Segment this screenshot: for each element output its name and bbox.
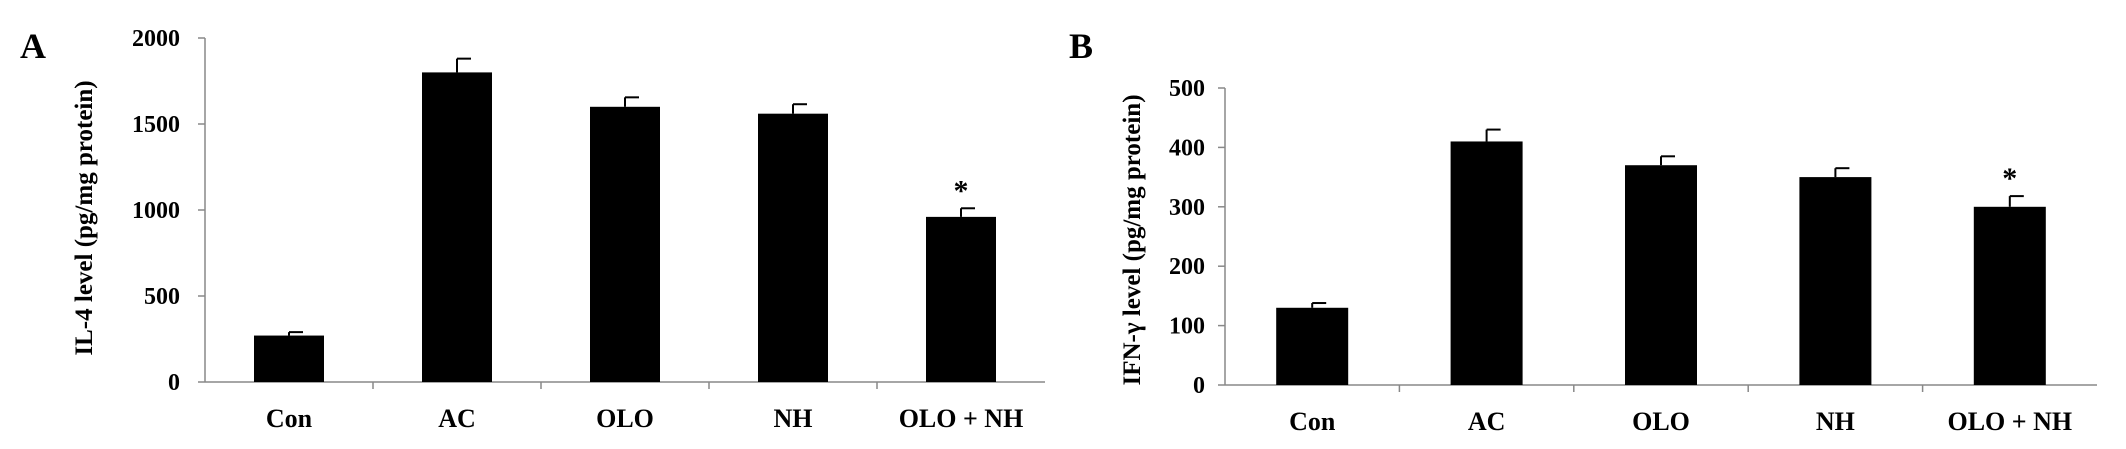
panel-a-bar [758, 113, 828, 383]
panel-a-y-tick-label: 500 [144, 284, 180, 310]
panel-b-bars: * [1276, 128, 2046, 385]
panel-b-x-tick-label: OLO [1632, 407, 1690, 436]
panel-b-y-tick-label: 100 [1169, 314, 1205, 340]
panel-b-bar [1450, 141, 1523, 385]
panel-b-y-tick-label: 400 [1169, 135, 1205, 161]
panel-b-y-tick-label: 200 [1169, 254, 1205, 280]
panel-b-bar [1276, 307, 1349, 385]
panel-a-y-tick-label: 1500 [132, 112, 180, 138]
panel-b-x-labels: Con AC OLO NH OLO + NH [1289, 407, 2072, 436]
panel-b-bar [1799, 177, 1872, 385]
panel-b-bar [1625, 165, 1697, 385]
panel-a-y-tick-label: 1000 [132, 198, 180, 224]
panel-b-letter: B [1069, 26, 1093, 66]
panel-a-bar [422, 72, 492, 383]
panel-a-letter: A [20, 26, 46, 66]
panel-b-x-tick-label: Con [1289, 407, 1336, 436]
panel-b-significance-mark: * [2002, 162, 2017, 195]
panel-b-y-tick-label: 0 [1193, 373, 1205, 399]
panel-b-y-tick-label: 500 [1169, 76, 1205, 102]
panel-b-y-tick-label: 300 [1169, 195, 1205, 221]
panel-b-bar [1973, 206, 2046, 385]
panel-b-x-tick-label: NH [1816, 407, 1855, 436]
panel-b: B IFN-γ level (pg/mg protein) * 0 100 200 3… [1069, 26, 2097, 436]
panel-a-x-tick-label: NH [774, 404, 813, 433]
panel-a-bar [254, 335, 324, 382]
panel-a-x-labels: Con AC OLO NH OLO + NH [266, 404, 1023, 433]
panel-b-y-axis-title: IFN-γ level (pg/mg protein) [1119, 94, 1146, 385]
panel-a-bars: * [254, 57, 996, 383]
panel-b-y-ticks: 0 100 200 300 400 500 [1169, 76, 1225, 399]
panel-a-bar [926, 216, 996, 382]
panel-a-y-tick-label: 0 [168, 370, 180, 396]
panel-a: A IL-4 level (pg/mg protein) * 0 500 1000 1… [20, 26, 1045, 433]
panel-a-y-ticks: 0 500 1000 1500 2000 [132, 26, 205, 396]
panel-a-bar [590, 106, 660, 383]
panel-a-x-tick-label: OLO + NH [899, 404, 1024, 433]
panel-a-significance-mark: * [954, 174, 969, 207]
panel-a-x-tick-label: AC [438, 404, 476, 433]
panel-b-x-tick-label: AC [1468, 407, 1506, 436]
panel-a-y-tick-label: 2000 [132, 26, 180, 52]
panel-a-y-axis-title: IL-4 level (pg/mg protein) [71, 80, 98, 355]
panel-a-x-tick-label: Con [266, 404, 313, 433]
panel-a-x-tick-label: OLO [596, 404, 654, 433]
panel-b-x-tick-label: OLO + NH [1947, 407, 2072, 436]
